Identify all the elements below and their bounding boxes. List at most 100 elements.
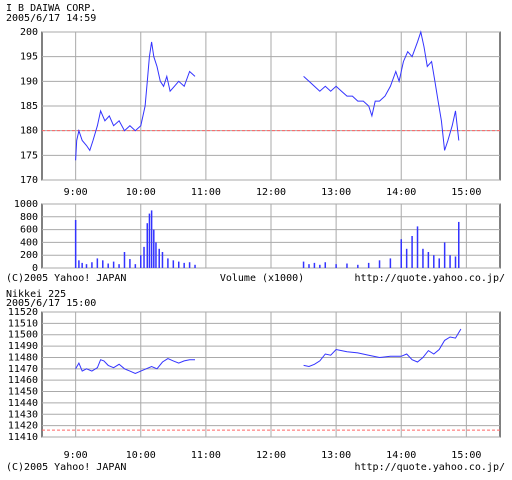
- y-tick-label: 195: [20, 52, 38, 63]
- volume-bar: [177, 261, 180, 268]
- volume-bar: [438, 258, 440, 268]
- volume-bar: [194, 264, 196, 268]
- volume-bar: [335, 264, 337, 268]
- y-tick-label: 200: [20, 250, 38, 261]
- volume-bar: [85, 264, 88, 268]
- y-tick-label: 1000: [14, 199, 38, 210]
- y-tick-label: 600: [20, 225, 38, 236]
- volume-bar: [400, 239, 402, 268]
- volume-bar: [367, 262, 370, 268]
- volume-bar: [324, 262, 327, 268]
- volume-bar: [129, 259, 131, 268]
- y-tick-label: 11490: [8, 341, 38, 352]
- subtitle: 2005/6/17 15:00: [6, 298, 96, 309]
- y-tick-label: 11430: [8, 409, 38, 420]
- volume-bar: [389, 258, 392, 268]
- url: http://quote.yahoo.co.jp/: [354, 273, 505, 284]
- volume-bar: [91, 262, 93, 268]
- volume-bar: [188, 262, 191, 268]
- volume-bar: [458, 221, 460, 268]
- volume-bar: [422, 248, 424, 268]
- volume-bar: [150, 210, 153, 268]
- volume-bar: [102, 260, 104, 268]
- y-tick-label: 11480: [8, 352, 38, 363]
- price-line: [75, 328, 462, 374]
- volume-bar: [427, 252, 430, 268]
- y-tick-label: 185: [20, 101, 38, 112]
- volume-bar: [308, 264, 310, 268]
- volume-bar: [158, 248, 160, 268]
- volume-bar: [302, 261, 305, 268]
- volume-bar: [146, 223, 149, 268]
- volume-bar: [416, 226, 419, 268]
- volume-bar: [112, 261, 115, 268]
- volume-bar: [78, 260, 80, 268]
- volume-bar: [74, 220, 77, 268]
- y-tick-label: 190: [20, 76, 38, 87]
- x-tick-label: 13:00: [321, 187, 351, 198]
- y-tick-label: 11470: [8, 364, 38, 375]
- volume-bar: [378, 260, 381, 268]
- title: Nikkei 225: [6, 289, 66, 300]
- volume-bar: [357, 264, 359, 268]
- volume-bar: [443, 242, 446, 268]
- volume-bar: [454, 256, 457, 268]
- x-tick-label: 13:00: [321, 450, 351, 461]
- x-tick-label: 10:00: [126, 187, 156, 198]
- x-tick-label: 10:00: [126, 450, 156, 461]
- volume-bar: [118, 264, 120, 268]
- x-tick-label: 14:00: [386, 450, 416, 461]
- volume-bar: [411, 236, 413, 268]
- volume-bar: [313, 262, 316, 268]
- y-tick-label: 11450: [8, 387, 38, 398]
- copyright: (C)2005 Yahoo! JAPAN: [6, 273, 126, 284]
- volume-bar: [96, 258, 99, 268]
- y-tick-label: 170: [20, 175, 38, 186]
- x-tick-label: 15:00: [451, 187, 481, 198]
- volume-bar: [449, 255, 451, 268]
- x-tick-label: 12:00: [256, 187, 286, 198]
- volume-bar: [319, 264, 321, 268]
- volume-bar: [167, 258, 169, 268]
- title: Volume (x1000): [220, 273, 304, 284]
- x-tick-label: 11:00: [191, 187, 221, 198]
- volume-bar: [81, 262, 83, 268]
- volume-bar: [140, 255, 142, 268]
- title: I B DAIWA CORP.: [6, 3, 96, 14]
- x-tick-label: 9:00: [64, 450, 88, 461]
- y-tick-label: 11460: [8, 375, 38, 386]
- y-tick-label: 11500: [8, 330, 38, 341]
- y-tick-label: 11440: [8, 398, 38, 409]
- x-tick-label: 14:00: [386, 187, 416, 198]
- y-tick-label: 800: [20, 212, 38, 223]
- volume-bar: [123, 252, 126, 268]
- y-tick-label: 180: [20, 126, 38, 137]
- y-tick-label: 400: [20, 237, 38, 248]
- price-line: [75, 30, 460, 161]
- y-tick-label: 200: [20, 27, 38, 38]
- x-tick-label: 12:00: [256, 450, 286, 461]
- y-tick-label: 11420: [8, 421, 38, 432]
- volume-bar: [155, 242, 157, 268]
- x-tick-label: 15:00: [451, 450, 481, 461]
- y-tick-label: 175: [20, 150, 38, 161]
- volume-bar: [107, 263, 109, 268]
- volume-bar: [143, 246, 145, 268]
- volume-bar: [134, 264, 137, 268]
- subtitle: 2005/6/17 14:59: [6, 13, 96, 24]
- volume-bar: [172, 260, 175, 268]
- x-tick-label: 11:00: [191, 450, 221, 461]
- y-tick-label: 11510: [8, 318, 38, 329]
- y-tick-label: 11520: [8, 307, 38, 318]
- volume-bar: [161, 252, 164, 268]
- volume-bar: [405, 248, 408, 268]
- url: http://quote.yahoo.co.jp/: [354, 462, 505, 473]
- x-tick-label: 9:00: [64, 187, 88, 198]
- volume-bar: [153, 229, 155, 268]
- copyright: (C)2005 Yahoo! JAPAN: [6, 462, 126, 473]
- y-tick-label: 0: [32, 263, 38, 274]
- y-tick-label: 11410: [8, 432, 38, 443]
- volume-bar: [433, 255, 435, 268]
